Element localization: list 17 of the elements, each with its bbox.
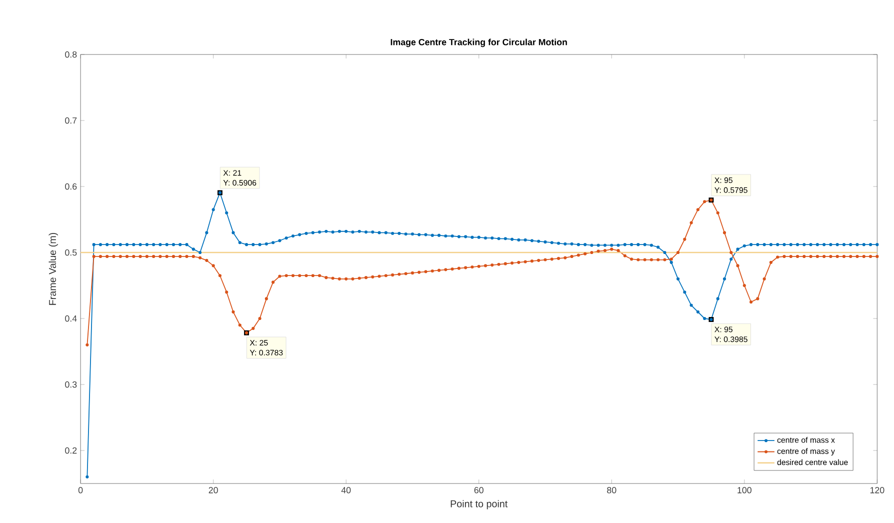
y-tick-label: 0.3 [65, 381, 77, 388]
y-tick-label: 0.5 [65, 249, 77, 256]
y-tick-label: 0.2 [65, 447, 77, 454]
x-tick-label: 40 [341, 486, 351, 494]
x-axis-title: Point to point [450, 500, 508, 510]
y-tick-label: 0.7 [65, 117, 77, 124]
y-tick-label: 0.8 [65, 51, 77, 58]
x-tick-label: 80 [607, 486, 616, 494]
x-tick-label: 20 [208, 486, 218, 494]
x-tick-label: 100 [738, 486, 752, 494]
x-tick-label: 60 [474, 486, 484, 494]
x-tick-label: 0 [78, 486, 83, 494]
y-tick-label: 0.6 [65, 183, 77, 190]
chart-title: Image Centre Tracking for Circular Motion [390, 38, 567, 48]
y-axis-title: Frame Value (m) [48, 232, 58, 305]
x-tick-label: 120 [870, 486, 884, 494]
y-tick-label: 0.4 [65, 315, 77, 322]
